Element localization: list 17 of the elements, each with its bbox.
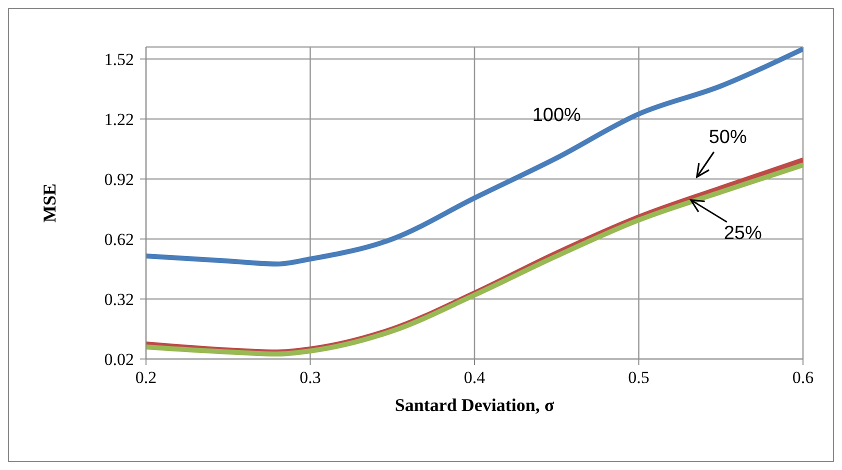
y-tick-label: 0.62 — [104, 230, 134, 250]
series-label: 100% — [532, 105, 582, 126]
x-tick-label: 0.4 — [464, 368, 486, 388]
x-tick-label: 0.3 — [300, 368, 321, 388]
series-label: 25% — [724, 223, 762, 244]
x-tick-label: 0.5 — [628, 368, 650, 388]
y-tick-label: 1.22 — [104, 110, 134, 130]
y-tick-label: 0.92 — [104, 170, 134, 190]
chart-frame: 0.2 0.3 0.4 0.5 0.6 Santard Deviation, σ 0.02 0.32 0.62 0.92 1.22 1.52 MSE 100% 50% 25% — [8, 8, 834, 462]
series-label: 50% — [708, 127, 747, 148]
y-tick-label: 0.32 — [104, 290, 134, 310]
x-tick-label: 0.2 — [135, 368, 157, 388]
y-axis-title: MSE — [39, 183, 60, 223]
y-tick-label: 1.52 — [104, 50, 134, 70]
x-tick-label: 0.6 — [792, 368, 814, 388]
x-axis-title: Santard Deviation, σ — [394, 395, 554, 415]
y-tick-label: 0.02 — [104, 350, 134, 370]
